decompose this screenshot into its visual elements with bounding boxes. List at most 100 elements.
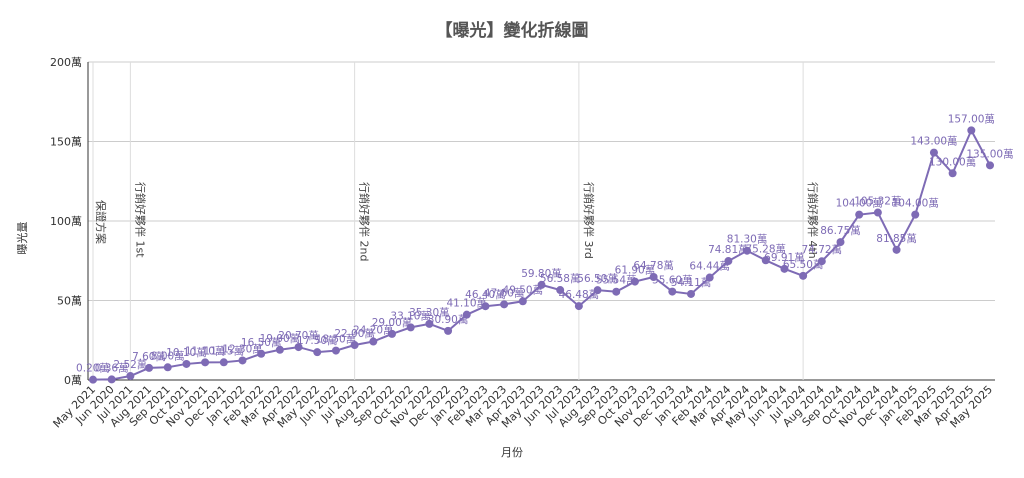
point [929,148,938,157]
chart-title: 【曝光】變化折線圖 [436,20,589,41]
point [817,257,826,266]
value-label: 64.44萬 [689,260,730,273]
value-label: 69.91萬 [764,251,805,264]
value-label: 135.00萬 [966,147,1013,160]
value-label: 86.75萬 [820,224,861,237]
value-label: 59.80萬 [521,267,562,280]
point [425,319,434,328]
x-axis-label: 月份 [501,446,523,459]
point [724,257,733,266]
value-label: 75.28萬 [745,242,786,255]
point [89,375,97,384]
point [462,310,471,319]
value-label: 49.50萬 [503,283,544,296]
value-label: 55.60萬 [652,274,693,287]
point [986,161,994,170]
y-tick-label: 100萬 [50,215,82,228]
point [107,375,116,384]
y-tick-label: 0萬 [64,374,82,387]
value-label: 74.81萬 [708,243,749,256]
point [444,326,453,335]
point [892,245,901,254]
point [593,286,602,295]
point [574,302,583,311]
point [649,272,658,281]
point [761,256,770,265]
point [294,343,303,352]
point [630,277,639,286]
value-label: 30.90萬 [428,313,469,326]
point [500,300,509,309]
value-label: 11.15萬 [204,344,245,357]
value-label: 22.00萬 [334,327,375,340]
value-label: 104.00萬 [892,197,939,210]
annotation: 行銷好夥伴 1st [133,182,147,258]
point [481,302,490,311]
value-label: 41.10萬 [446,297,487,310]
point [313,348,322,357]
point [687,289,695,298]
value-label: 130.00萬 [929,155,976,168]
value-label: 47.60萬 [484,286,525,299]
point [238,356,247,365]
y-axis-label: 曝光量 [15,222,29,255]
point [967,126,976,135]
point [388,329,396,338]
y-tick-label: 50萬 [57,295,82,308]
point [855,210,864,219]
point [201,358,210,367]
point [518,297,527,306]
value-label: 56.58萬 [540,272,581,285]
point [780,264,789,273]
point [873,208,882,217]
value-label: 0.20萬 [76,362,110,375]
value-label: 61.90萬 [615,264,656,277]
value-label: 64.78萬 [633,259,674,272]
point [836,238,845,247]
value-label: 104.00萬 [836,197,883,210]
y-tick-label: 150萬 [50,136,82,149]
point [331,346,340,355]
point [705,273,714,282]
line [92,128,991,381]
point [537,280,546,289]
value-label: 54.11萬 [671,276,712,289]
value-label: 46.40萬 [465,288,506,301]
value-label: 19.00萬 [260,332,301,345]
point [145,363,154,372]
value-label: 56.50萬 [577,272,618,285]
point [799,271,808,280]
value-label: 33.10萬 [390,309,431,322]
value-label: 29.00萬 [372,316,413,329]
value-label: 105.32萬 [854,195,901,208]
point [163,363,172,372]
value-label: 0.36萬 [95,361,129,374]
value-label: 46.48萬 [559,288,600,301]
point [257,349,266,358]
value-label: 74.72萬 [802,243,843,256]
value-label: 18.50萬 [316,333,357,346]
value-label: 10.10萬 [166,346,207,359]
annotation: 保證方案 [94,200,108,244]
point [350,341,359,350]
value-label: 81.30萬 [727,233,768,246]
point [182,359,191,368]
annotation: 行銷好夥伴 2nd [358,182,372,261]
value-label: 81.85萬 [876,232,917,245]
value-label: 55.54萬 [596,274,637,287]
annotation: 行銷好夥伴 3rd [582,182,596,259]
value-label: 143.00萬 [910,135,957,148]
point [406,323,415,332]
point [612,287,621,296]
value-label: 16.50萬 [241,336,282,349]
value-label: 12.30萬 [222,342,263,355]
y-tick-label: 200萬 [50,56,82,69]
value-label: 157.00萬 [948,112,995,125]
value-label: 2.52萬 [113,358,147,371]
point [275,345,284,354]
value-label: 35.30萬 [409,306,450,319]
annotation: 行銷好夥伴 4th [806,182,820,259]
point [668,287,677,296]
point [556,286,565,295]
